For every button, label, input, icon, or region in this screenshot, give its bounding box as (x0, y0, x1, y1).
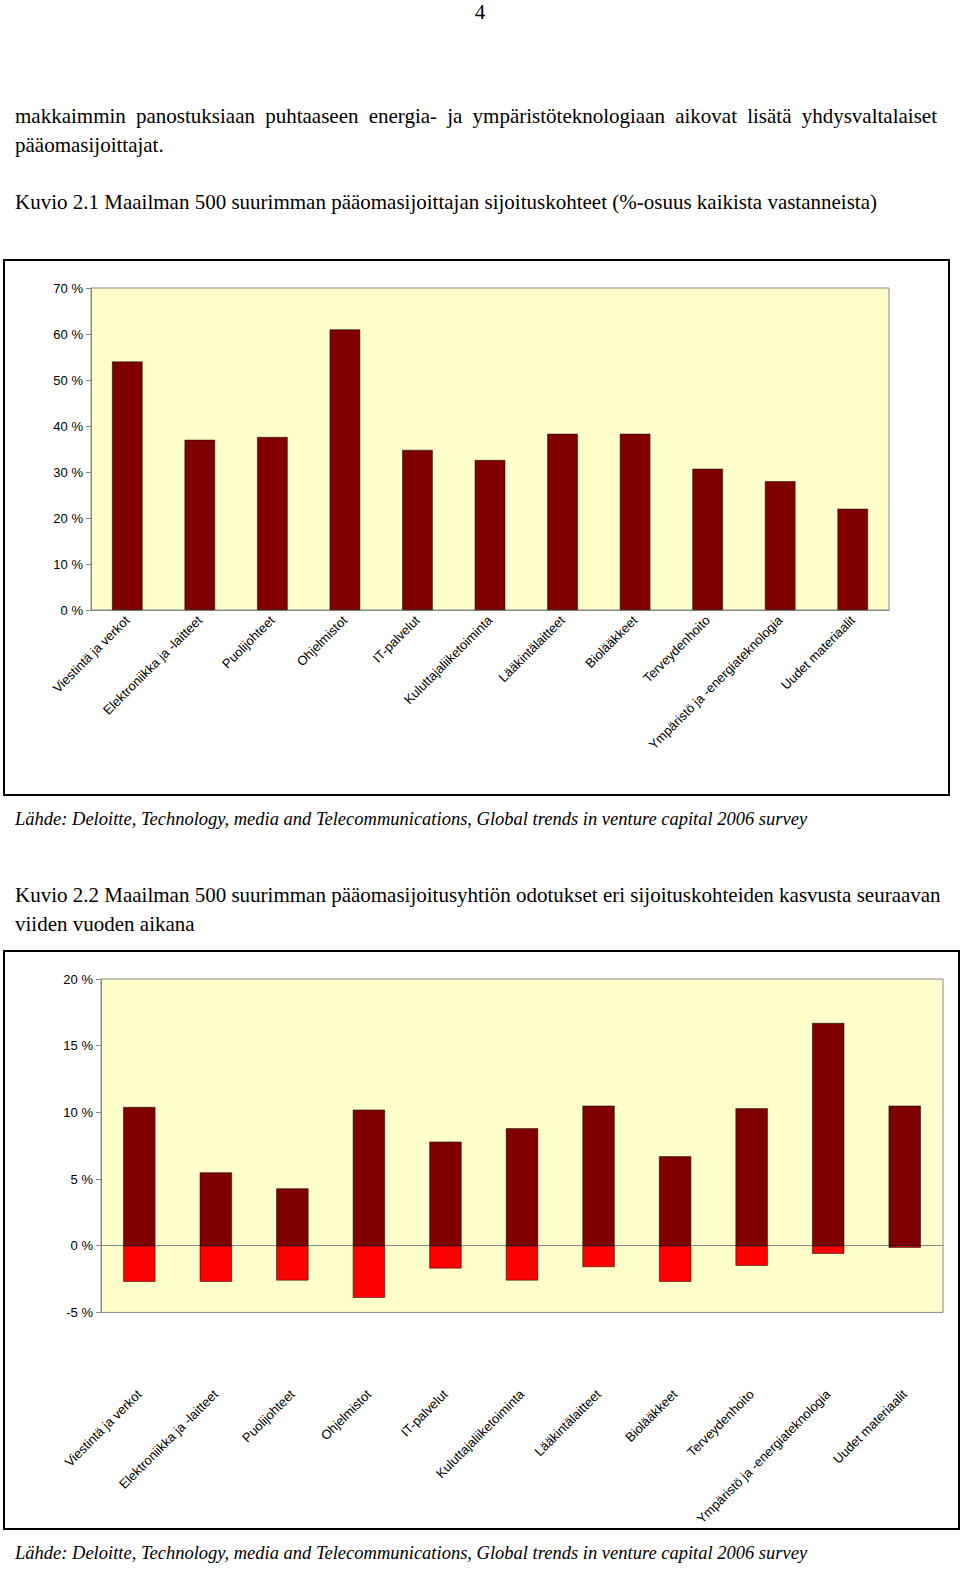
svg-text:Uudet materiaalit: Uudet materiaalit (778, 612, 858, 692)
svg-text:60 %: 60 % (53, 327, 83, 342)
svg-text:40 %: 40 % (53, 419, 83, 434)
svg-text:Viestintä ja verkot: Viestintä ja verkot (62, 1386, 145, 1469)
svg-text:50 %: 50 % (53, 373, 83, 388)
svg-text:Biolääkkeet: Biolääkkeet (582, 612, 640, 670)
svg-text:Elektroniikka ja -laitteet: Elektroniikka ja -laitteet (116, 1386, 221, 1491)
svg-text:20 %: 20 % (63, 972, 93, 987)
svg-text:-5 %: -5 % (66, 1305, 93, 1320)
html-text:4: 4 (474, 0, 486, 24)
html-text:Lähde: Deloitte, Technology, m: Lähde: Deloitte, Technology, media and T… (15, 809, 808, 829)
svg-text:Viestintä ja verkot: Viestintä ja verkot (50, 612, 133, 695)
svg-text:IT-palvelut: IT-palvelut (398, 1386, 451, 1439)
svg-text:Terveydenhoito: Terveydenhoito (684, 1387, 757, 1460)
svg-text:Kuluttajaliiketoiminta: Kuluttajaliiketoiminta (401, 612, 496, 707)
svg-text:Lääkintälaitteet: Lääkintälaitteet (495, 612, 568, 685)
svg-text:Ohjelmistot: Ohjelmistot (318, 1386, 375, 1443)
svg-text:70 %: 70 % (53, 281, 83, 296)
svg-text:10 %: 10 % (63, 1105, 93, 1120)
svg-text:Ympäristö ja -energiateknologi: Ympäristö ja -energiateknologia (646, 612, 786, 752)
svg-text:Puolijohteet: Puolijohteet (239, 1386, 298, 1445)
svg-text:5 %: 5 % (71, 1172, 94, 1187)
svg-text:Uudet materiaalit: Uudet materiaalit (830, 1386, 910, 1466)
svg-text:Biolääkkeet: Biolääkkeet (622, 1386, 680, 1444)
svg-text:Puolijohteet: Puolijohteet (219, 612, 278, 671)
svg-text:20 %: 20 % (53, 511, 83, 526)
svg-text:15 %: 15 % (63, 1038, 93, 1053)
svg-text:Kuluttajaliiketoiminta: Kuluttajaliiketoiminta (433, 1386, 528, 1481)
svg-text:Ympäristö ja -energiateknologi: Ympäristö ja -energiateknologia (694, 1386, 834, 1526)
svg-text:0 %: 0 % (61, 603, 84, 618)
svg-text:0 %: 0 % (71, 1238, 94, 1253)
html-text:Lähde: Deloitte, Technology, m: Lähde: Deloitte, Technology, media and T… (15, 1543, 808, 1563)
html-text:Kuvio 2.2 Maailman 500 suurimm: Kuvio 2.2 Maailman 500 suurimman pääomas… (15, 883, 941, 936)
svg-text:Lääkintälaitteet: Lääkintälaitteet (531, 1386, 604, 1459)
svg-text:Terveydenhoito: Terveydenhoito (640, 613, 713, 686)
svg-text:IT-palvelut: IT-palvelut (370, 612, 423, 665)
html-text:Kuvio 2.1 Maailman 500 suurimm: Kuvio 2.1 Maailman 500 suurimman pääomas… (15, 190, 877, 214)
svg-text:Ohjelmistot: Ohjelmistot (294, 612, 351, 669)
html-text:makkaimmin panostuksiaan puhta: makkaimmin panostuksiaan puhtaaseen ener… (15, 104, 937, 157)
svg-text:30 %: 30 % (53, 465, 83, 480)
svg-text:Elektroniikka ja -laitteet: Elektroniikka ja -laitteet (100, 612, 205, 717)
svg-text:10 %: 10 % (53, 557, 83, 572)
